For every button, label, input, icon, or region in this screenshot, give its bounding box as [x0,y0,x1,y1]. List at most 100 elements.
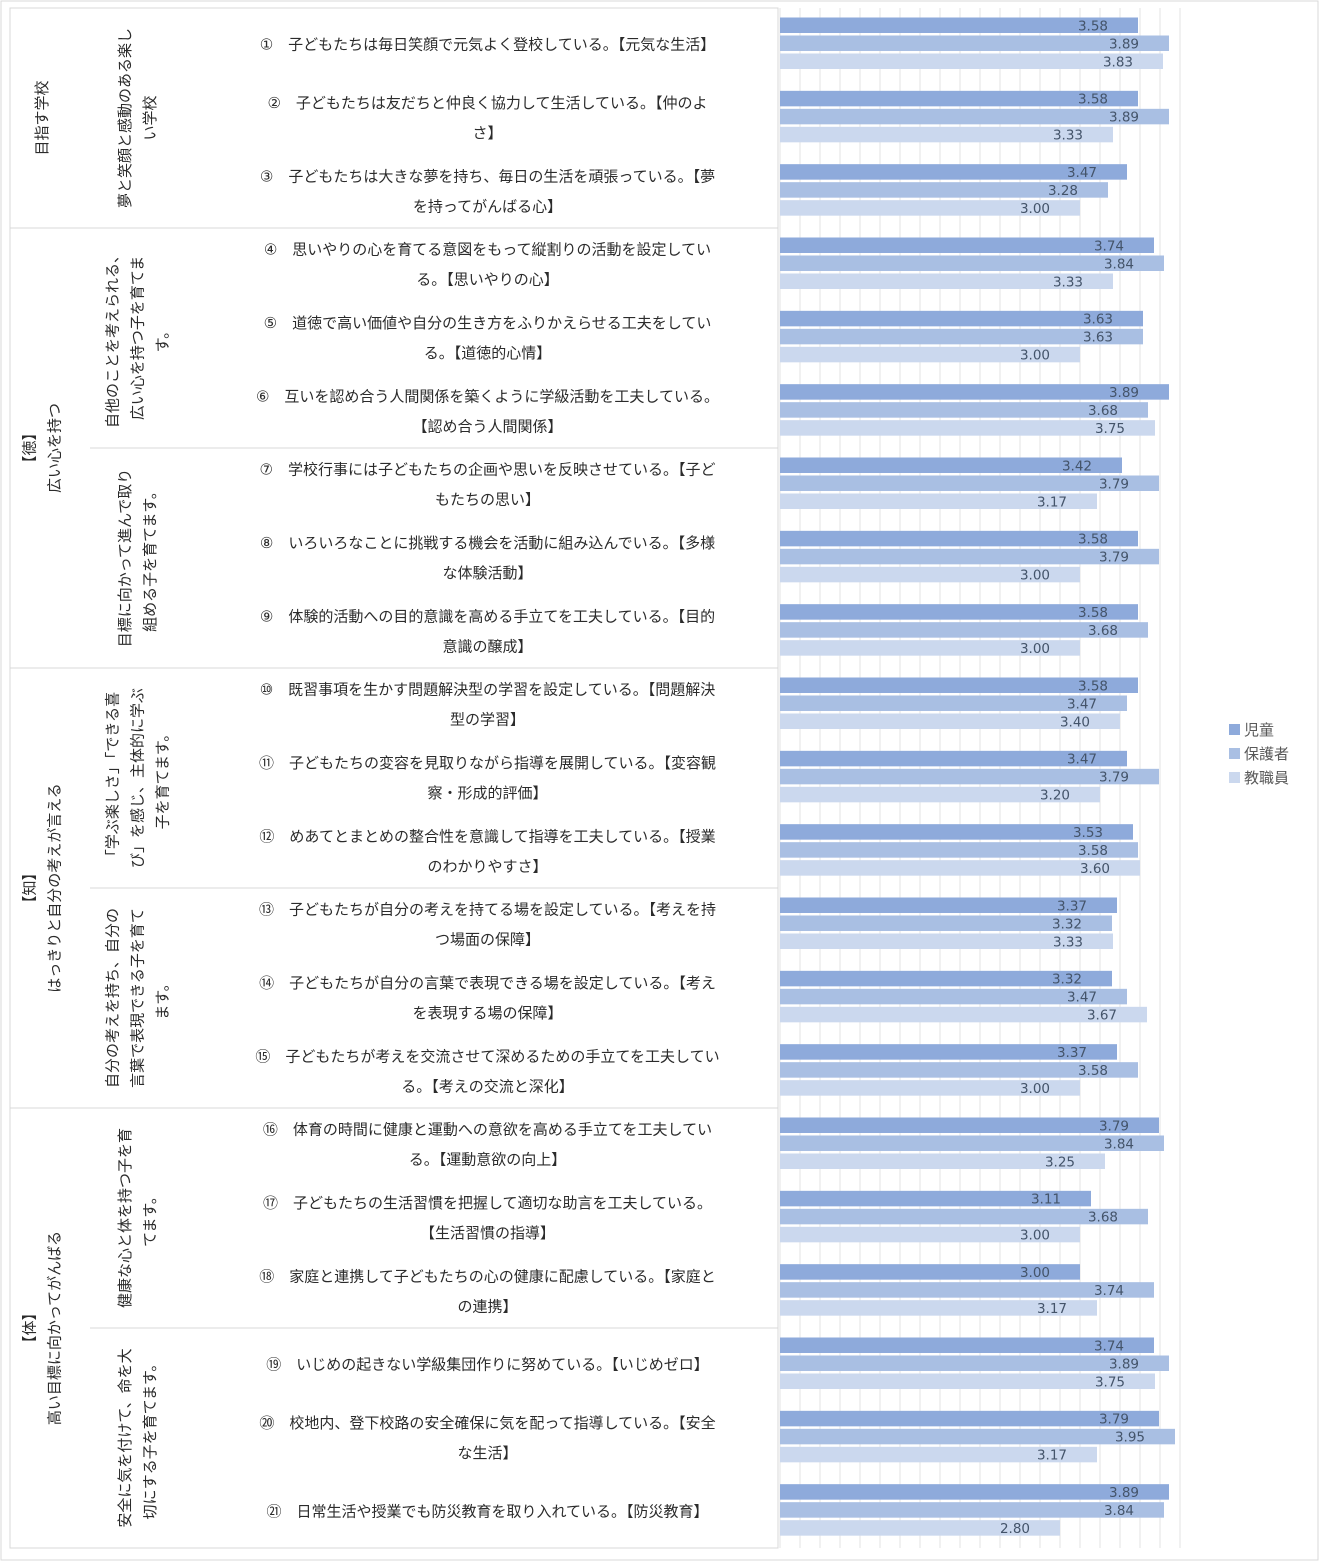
group-label: 【知】 [21,865,39,910]
bar-児童-8 [780,530,1138,547]
category-label: ⑥ 互いを認め合う人間関係を築くように学級活動を工夫している。 [256,387,719,405]
bar-保護者-5 [780,328,1143,345]
data-label: 3.00 [1020,1228,1050,1244]
section-label: す。 [154,324,172,353]
category-label: ⑫ めあてとまとめの整合性を意識して指導を工夫している。【授業 [259,827,715,845]
data-label: 3.75 [1095,421,1125,437]
bar-児童-7 [780,457,1122,473]
data-label: 3.60 [1080,861,1110,877]
category-label: のわかりやすさ】 [427,857,547,875]
bar-児童-20 [780,1410,1159,1427]
group-label: 【体】 [21,1305,39,1350]
group-label: 高い目標に向かってがんばる [46,1231,64,1425]
data-label: 3.58 [1078,843,1108,859]
category-label: を持ってがんばる心】 [413,197,562,215]
section-label: 子を育てます。 [154,727,172,830]
category-label: る。【運動意欲の向上】 [409,1151,567,1169]
bar-教職員-11 [780,786,1100,803]
group-label: 目指す学校 [33,80,51,155]
section-label: い学校 [141,95,159,140]
data-label: 3.37 [1057,898,1087,914]
data-label: 3.47 [1067,165,1097,181]
data-label: 3.25 [1045,1154,1075,1170]
bar-保護者-9 [780,622,1148,638]
category-label: ⑱ 家庭と連携して子どもたちの心の健康に配慮している。【家庭と [259,1267,716,1285]
data-label: 3.00 [1020,1265,1050,1281]
section-label: 夢と笑顔と感動のある楽し [116,28,134,208]
bar-保護者-1 [780,35,1169,51]
category-label: つ場面の保障】 [435,931,540,949]
bar-保護者-11 [780,768,1159,785]
bar-教職員-14 [780,1006,1147,1023]
section-label: ます。 [154,976,172,1020]
category-label: ㉑ 日常生活や授業でも防災教育を取り入れている。【防災教育】 [266,1502,708,1520]
bar-教職員-9 [780,640,1080,656]
data-label: 3.74 [1094,1283,1124,1299]
bar-保護者-8 [780,548,1159,565]
category-label: ⑩ 既習事項を生かす問題解決型の学習を設定している。【問題解決 [260,681,716,699]
legend-label: 教職員 [1244,769,1289,787]
data-label: 3.89 [1109,1356,1139,1372]
data-label: 3.33 [1053,274,1083,290]
legend-label: 児童 [1244,721,1274,739]
data-label: 3.95 [1115,1430,1145,1446]
section-label: 自分の考えを持ち、自分の [104,908,122,1088]
data-label: 3.68 [1088,623,1118,639]
section-label: 組める子を育てます。 [141,484,159,632]
bar-保護者-7 [780,475,1159,491]
bar-児童-3 [780,164,1127,180]
bar-児童-10 [780,677,1138,693]
category-label: ⑲ いじめの起きない学級集団作りに努めている。【いじめゼロ】 [266,1356,709,1374]
category-label: な体験活動】 [442,564,532,582]
category-label: な生活】 [457,1444,517,1462]
bar-教職員-5 [780,346,1080,363]
section-label: 広い心を持つ子を育てま [129,256,147,420]
bar-児童-2 [780,90,1138,107]
section-label: 健康な心と体を持つ子を育 [116,1128,134,1308]
data-label: 3.74 [1094,1338,1124,1354]
data-label: 3.47 [1067,990,1097,1006]
data-label: 3.00 [1020,568,1050,584]
category-label: の連携】 [457,1297,517,1315]
category-label: ⑤ 道徳で高い価値や自分の生き方をふりかえらせる工夫をしてい [264,314,712,332]
bar-児童-14 [780,970,1112,987]
category-label: る。【考えの交流と深化】 [401,1077,574,1095]
bar-児童-15 [780,1044,1117,1060]
category-label: ③ 子どもたちは大きな夢を持ち、毎日の生活を頑張っている。【夢 [260,167,715,185]
data-label: 3.74 [1094,238,1124,254]
data-label: 3.68 [1088,403,1118,419]
data-label: 3.40 [1060,714,1090,730]
bar-児童-5 [780,310,1143,327]
data-label: 3.42 [1062,458,1092,474]
data-label: 3.83 [1103,54,1133,70]
data-label: 3.84 [1104,1503,1134,1519]
data-label: 3.11 [1031,1192,1061,1208]
bar-教職員-12 [780,860,1140,876]
data-label: 3.33 [1053,934,1083,950]
section-label: 目標に向かって進んで取り [116,469,134,648]
data-label: 3.58 [1078,532,1108,548]
data-label: 3.68 [1088,1210,1118,1226]
bar-教職員-20 [780,1446,1097,1463]
bar-教職員-18 [780,1300,1097,1316]
bar-保護者-20 [780,1428,1175,1445]
data-label: 3.58 [1078,605,1108,621]
data-label: 3.17 [1037,1301,1067,1317]
data-label: 3.89 [1109,110,1139,126]
data-label: 3.47 [1067,696,1097,712]
data-label: 3.79 [1099,476,1129,492]
data-label: 3.63 [1083,330,1113,346]
group-label: 広い心を持つ [46,403,64,493]
category-label: 察・形成的評価】 [427,784,547,802]
bar-児童-4 [780,237,1154,253]
data-label: 3.00 [1020,348,1050,364]
bar-児童-12 [780,824,1133,840]
bar-児童-16 [780,1117,1159,1133]
table-frame [9,7,779,1549]
data-label: 3.67 [1087,1008,1117,1024]
data-label: 3.79 [1099,770,1129,786]
legend-swatch [1229,724,1240,735]
legend-label: 保護者 [1244,745,1289,763]
data-label: 3.63 [1083,312,1113,328]
category-label: ⑦ 学校行事には子どもたちの企画や思いを反映させている。【子ど [260,461,716,479]
